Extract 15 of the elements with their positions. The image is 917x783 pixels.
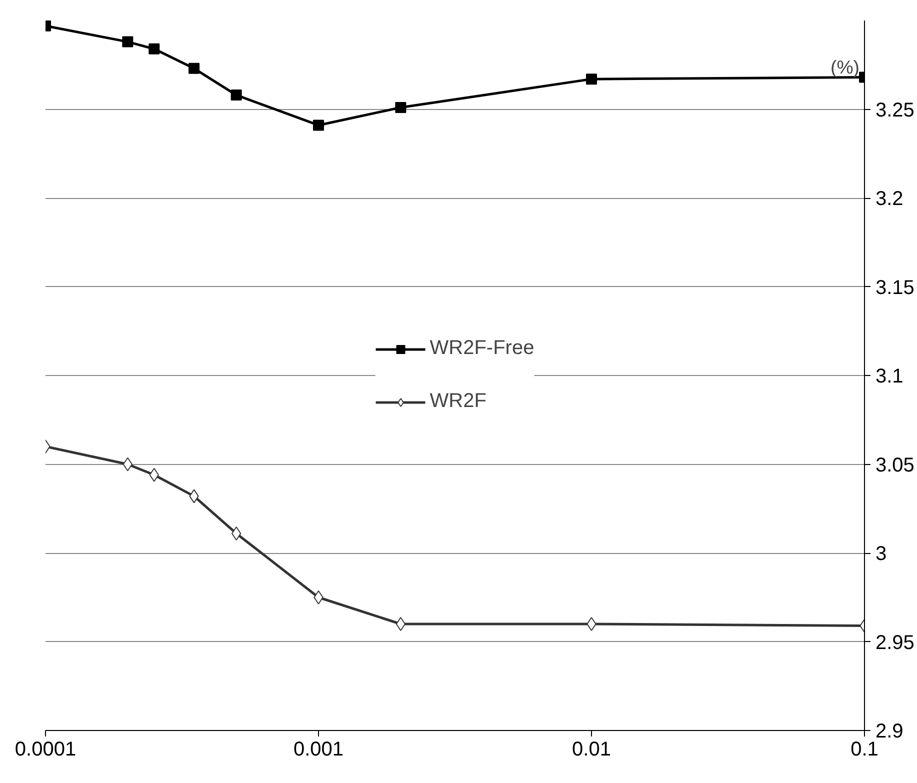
- x-tick-label: 0.01: [572, 738, 611, 760]
- y-tick-label: 3.25: [876, 99, 914, 122]
- annotation: (%): [830, 56, 860, 78]
- y-tick-label: 2.95: [876, 632, 914, 654]
- legend-label: WR2F: [430, 390, 486, 413]
- y-tick-label: 3: [876, 543, 887, 565]
- x-tick-label: 0.1: [850, 738, 878, 760]
- x-tick-label: 0.001: [293, 738, 344, 760]
- y-tick-label: 2.9: [876, 720, 904, 742]
- y-tick-label: 3.1: [876, 366, 904, 388]
- x-tick-label: 0.0001: [14, 738, 76, 760]
- legend-label: WR2F-Free: [430, 337, 534, 360]
- y-tick-label: 3.15: [876, 276, 914, 299]
- y-tick-label: 3.2: [876, 188, 904, 210]
- y-tick-label: 3.05: [876, 454, 914, 476]
